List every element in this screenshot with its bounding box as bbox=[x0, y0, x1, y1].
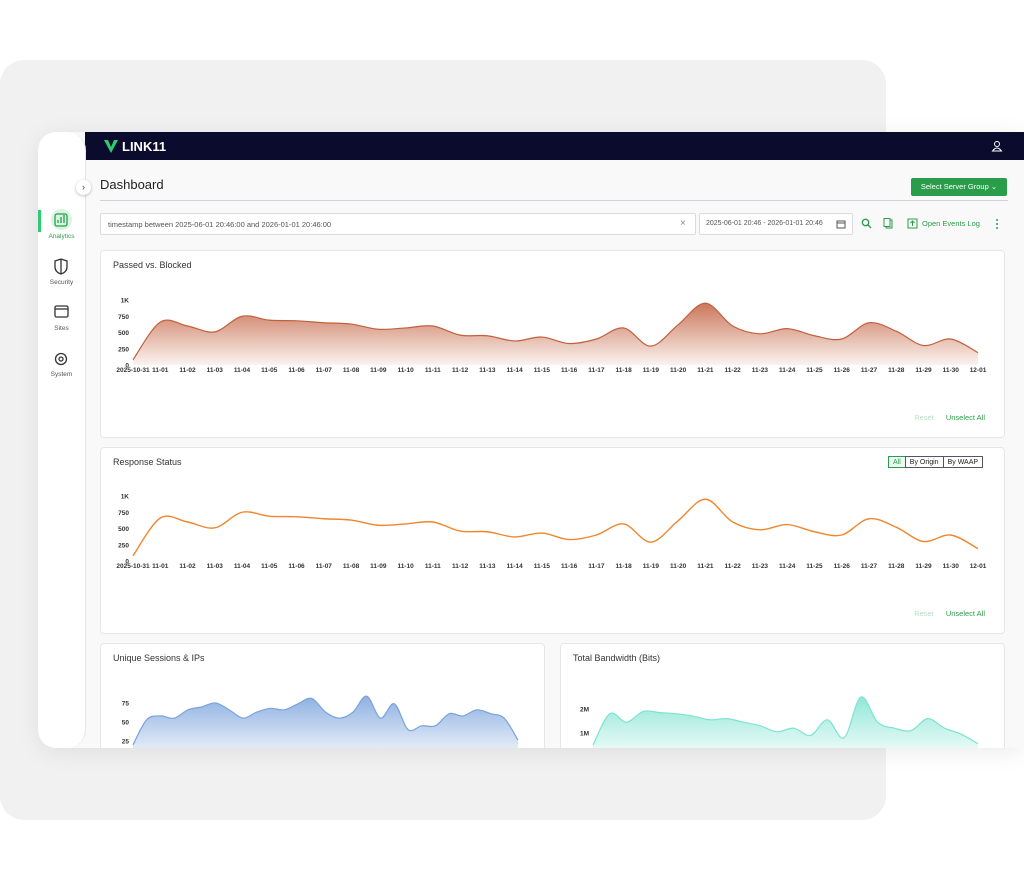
nav-label[interactable]: Security bbox=[49, 279, 74, 286]
panel: Response Status All By Origin By WAAP bbox=[100, 447, 1005, 634]
legend-actions: Reset Unselect All bbox=[914, 609, 985, 618]
legend-actions: Reset Unselect All bbox=[914, 413, 985, 422]
date-input[interactable]: 2025-06-01 20:46 - 2026-01-01 20:46 bbox=[699, 213, 853, 235]
toggle-button[interactable]: By Origin bbox=[904, 456, 944, 468]
app-window: LINK11 Analytics Security Sites System ›… bbox=[38, 132, 1024, 748]
sidebar bbox=[38, 132, 86, 748]
view-toggles: All By Origin By WAAP bbox=[888, 456, 984, 468]
panel-title: Passed vs. Blocked bbox=[113, 260, 192, 270]
logo-icon bbox=[104, 140, 118, 153]
action-link[interactable]: Unselect All bbox=[945, 609, 985, 618]
divider bbox=[100, 200, 1008, 201]
app-inner: LINK11 Analytics Security Sites System ›… bbox=[38, 132, 1024, 748]
toggle-button[interactable]: By WAAP bbox=[942, 456, 984, 468]
action-link[interactable]: Reset bbox=[914, 609, 934, 618]
calendar-icon bbox=[836, 220, 846, 229]
action-link[interactable]: Reset bbox=[914, 413, 934, 422]
date-text: 2025-06-01 20:46 - 2026-01-01 20:46 bbox=[706, 220, 823, 227]
logo: LINK11 bbox=[122, 139, 167, 154]
clear-icon[interactable]: × bbox=[680, 218, 686, 229]
nav-label[interactable]: Sites bbox=[54, 325, 69, 332]
button-label: Select Server Group bbox=[920, 182, 989, 191]
toggle-button[interactable]: All bbox=[888, 456, 906, 468]
nav-label[interactable]: System bbox=[50, 371, 73, 378]
nav-label[interactable]: Analytics bbox=[48, 233, 75, 240]
page-title: Dashboard bbox=[100, 177, 164, 192]
top-bar: LINK11 bbox=[85, 132, 1024, 160]
panel-title: Response Status bbox=[113, 457, 182, 467]
filter-input[interactable]: timestamp between 2025-06-01 20:46:00 an… bbox=[100, 213, 696, 235]
collapse-toggle[interactable]: › bbox=[76, 180, 91, 195]
panel-title: Total Bandwidth (Bits) bbox=[573, 653, 661, 663]
events-log-button[interactable]: Open Events Log bbox=[922, 219, 980, 228]
panel: Passed vs. Blocked bbox=[100, 250, 1005, 438]
active-indicator bbox=[38, 210, 41, 232]
server-group-button[interactable]: Select Server Group ⌄ bbox=[911, 178, 1007, 196]
filter-text: timestamp between 2025-06-01 20:46:00 an… bbox=[108, 220, 332, 229]
sidebar-icons bbox=[54, 213, 69, 366]
toolbar-icons[interactable] bbox=[861, 218, 1001, 230]
panel-title: Unique Sessions & IPs bbox=[113, 653, 205, 663]
panel: Total Bandwidth (Bits) bbox=[560, 643, 1005, 748]
action-link[interactable]: Unselect All bbox=[945, 413, 985, 422]
user-icon[interactable] bbox=[991, 140, 1003, 152]
panel: Unique Sessions & IPs bbox=[100, 643, 545, 748]
